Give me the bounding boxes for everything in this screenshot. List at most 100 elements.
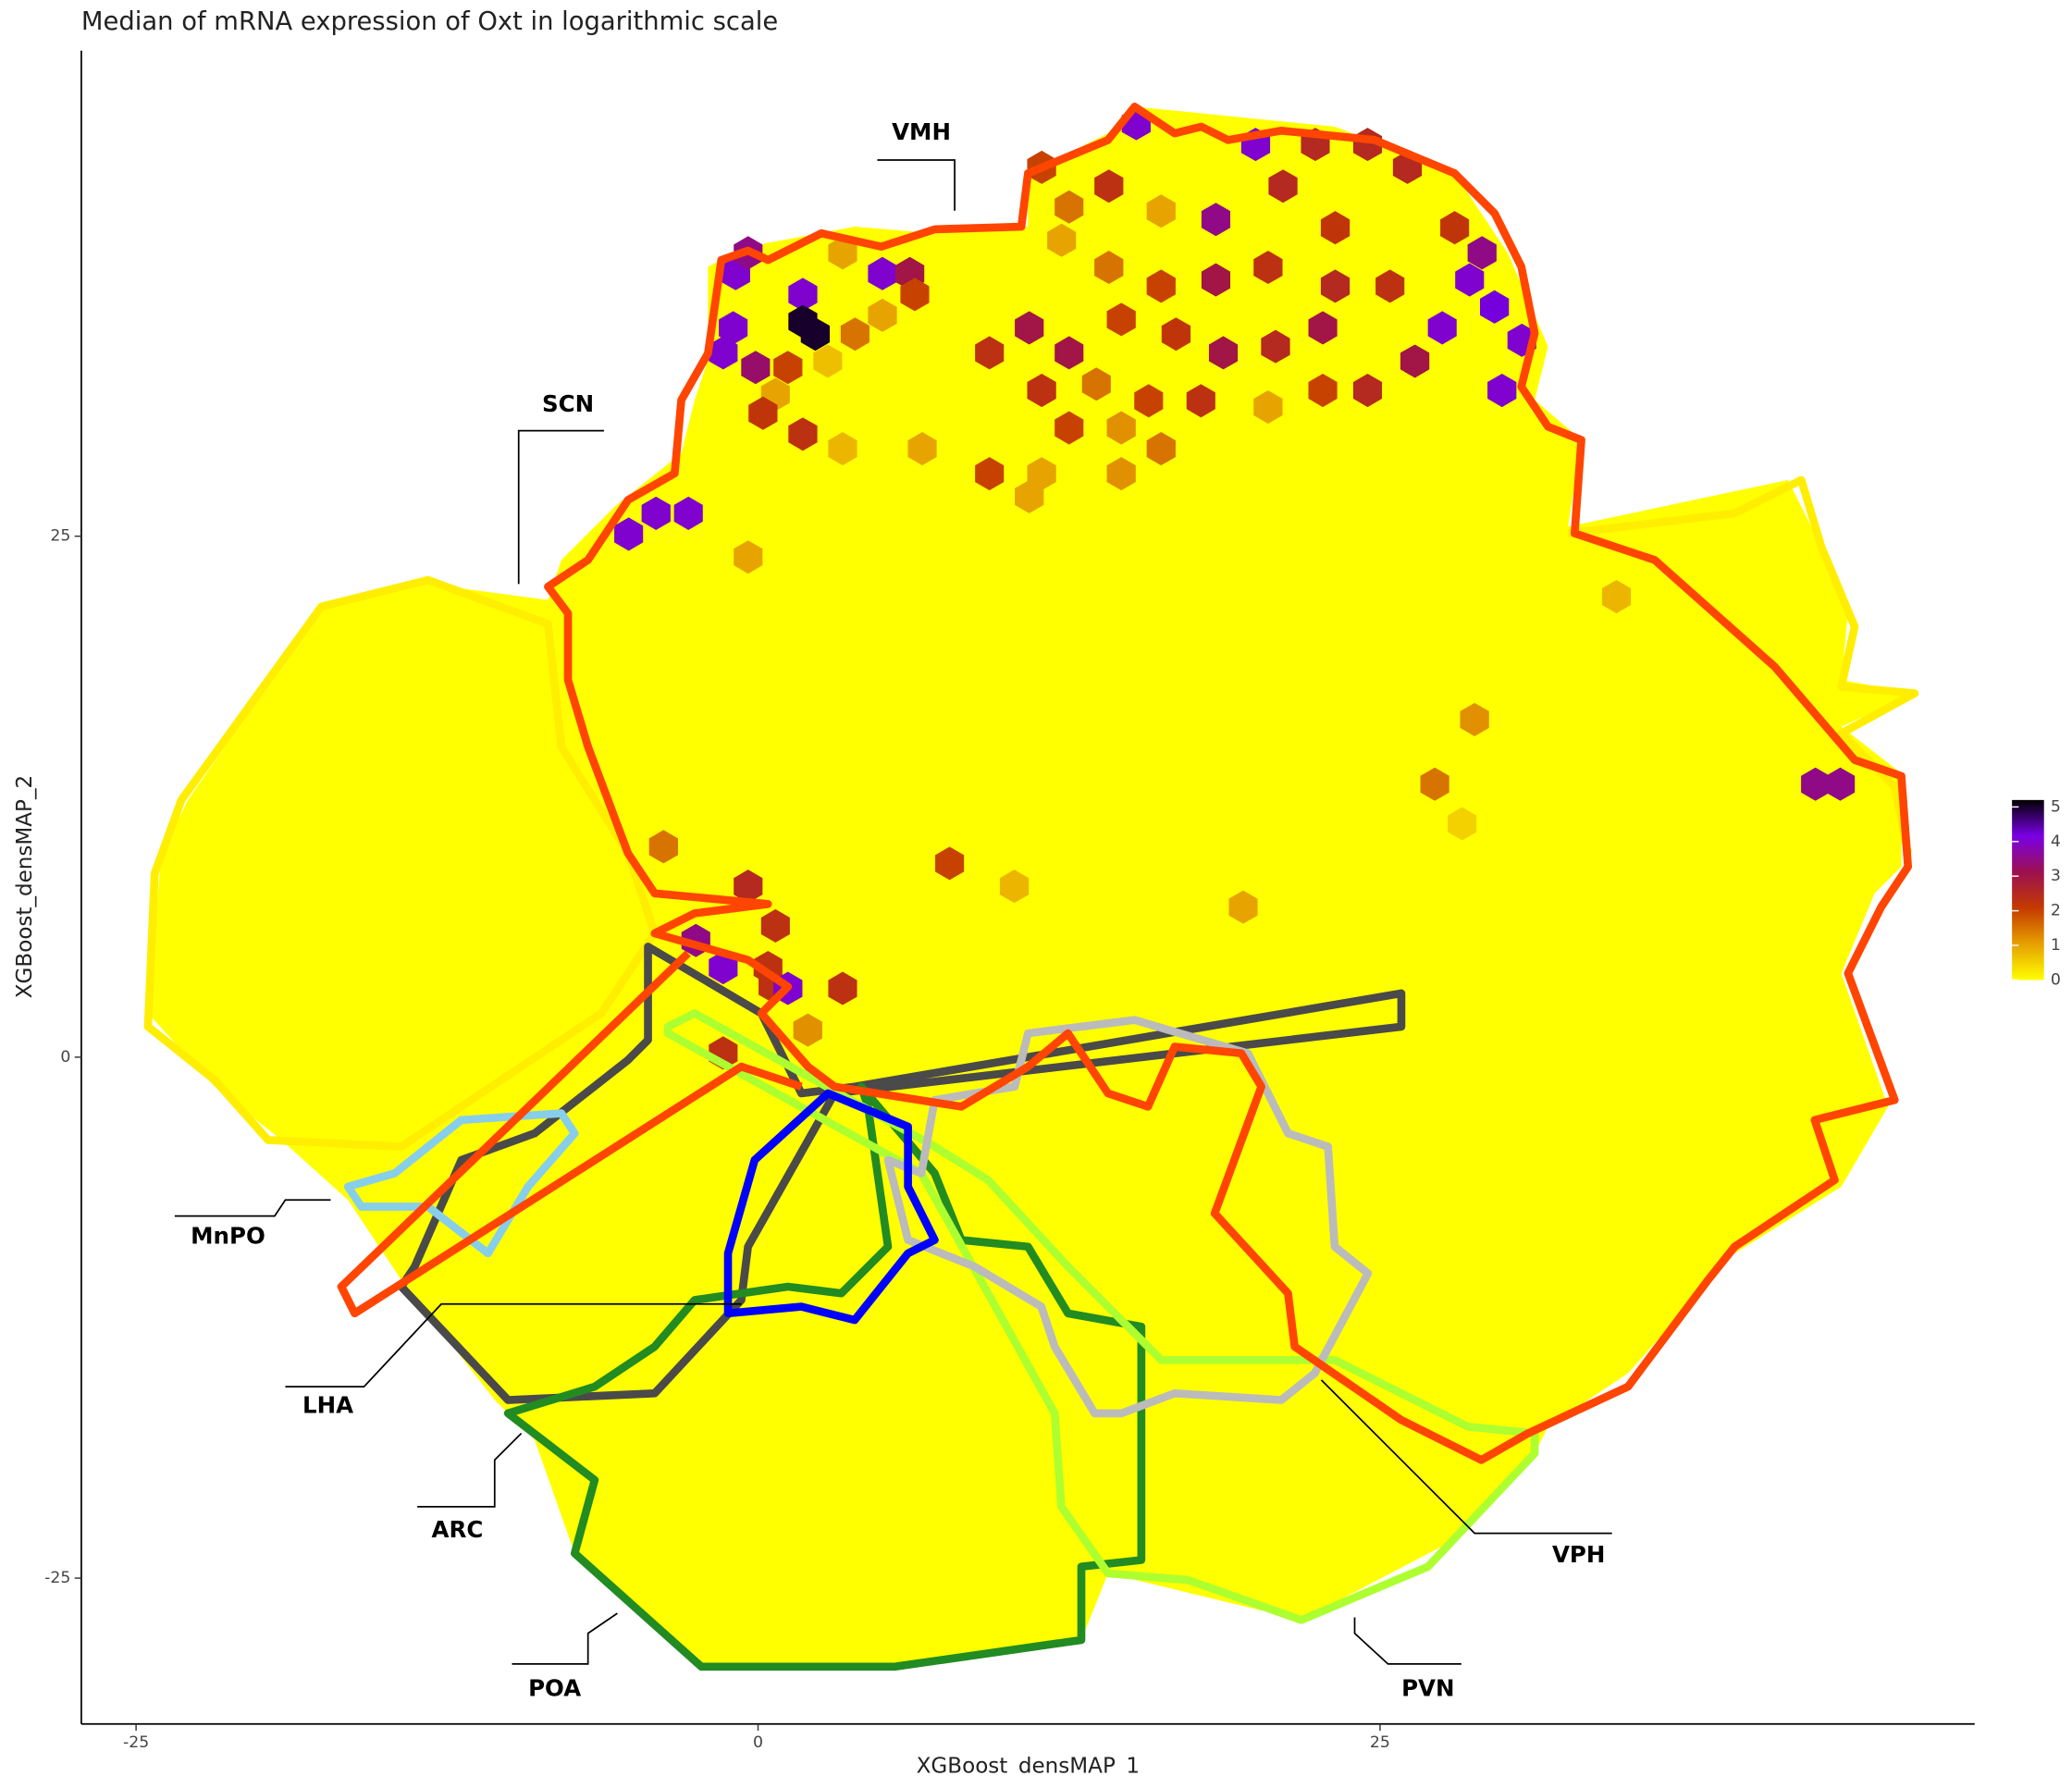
- colorbar-tick-label: 4: [2051, 832, 2061, 851]
- region-outline: [143, 475, 1919, 1151]
- hex-bin: [1308, 374, 1338, 408]
- y-tick-label: -25: [44, 1569, 70, 1587]
- hex-bin: [734, 870, 763, 904]
- hex-bin: [1106, 302, 1136, 337]
- callout-line: [174, 1199, 331, 1217]
- hex-bin: [1467, 236, 1497, 270]
- hex-bin: [1455, 263, 1485, 297]
- hex-bin: [1228, 890, 1258, 924]
- region-label: VPH: [1552, 1541, 1605, 1568]
- hex-bin: [1015, 479, 1044, 513]
- region-outlines: [143, 102, 1919, 1671]
- hex-bin: [1094, 250, 1124, 285]
- callout-line: [1320, 1379, 1612, 1535]
- hex-bin: [1027, 374, 1056, 408]
- hex-bin: [741, 351, 771, 385]
- hex-bin: [975, 336, 1005, 370]
- hex-bin: [1375, 269, 1405, 303]
- hex-bin: [1480, 290, 1510, 324]
- region-label: PVN: [1401, 1674, 1454, 1701]
- hex-bin: [868, 298, 897, 332]
- callout-line: [417, 1432, 523, 1508]
- hex-bin: [1106, 457, 1136, 491]
- hex-bin: [1352, 374, 1383, 408]
- region-outline: [503, 1082, 1146, 1671]
- hex-bin: [1601, 580, 1632, 614]
- colorbar-tick-label: 0: [2051, 970, 2061, 989]
- chart-title: Median of mRNA expression of Oxt in loga…: [81, 7, 778, 36]
- hex-bin: [800, 317, 831, 352]
- hex-bin: [828, 971, 857, 1005]
- region-outline: [663, 1009, 1539, 1624]
- hex-bin: [1320, 269, 1350, 303]
- callout-line: [1353, 1617, 1462, 1665]
- hex-bin: [828, 236, 857, 270]
- hex-bin: [1134, 384, 1164, 418]
- hex-bin: [1015, 311, 1044, 345]
- hex-bin: [907, 432, 937, 466]
- hex-bin: [975, 457, 1005, 491]
- y-axis-label: XGBoost_densMAP_2: [13, 775, 37, 998]
- hex-bin: [673, 496, 703, 530]
- hex-bin: [1094, 169, 1124, 204]
- hex-bin: [1161, 317, 1191, 352]
- hex-bin: [1261, 329, 1290, 364]
- callouts: [174, 159, 1612, 1665]
- callout-line: [517, 429, 604, 585]
- hex-bin: [1208, 336, 1239, 370]
- colorbar-tick-label: 5: [2051, 797, 2061, 816]
- hex-bin: [1081, 367, 1111, 401]
- hex-bin: [1106, 411, 1136, 445]
- region-outline: [723, 1089, 939, 1325]
- y-tick-label: 25: [50, 527, 70, 546]
- hex-bin: [1320, 211, 1350, 245]
- callout-line: [512, 1612, 618, 1665]
- hex-bin: [1146, 194, 1176, 228]
- hex-bin: [1146, 432, 1176, 466]
- hex-bin: [868, 256, 897, 290]
- x-tick-label: 0: [753, 1733, 763, 1752]
- hex-bin: [1253, 390, 1283, 425]
- hex-bin: [614, 517, 644, 551]
- hex-layer: [614, 106, 1856, 1070]
- region-label: MnPO: [191, 1223, 265, 1250]
- hex-bin: [828, 432, 857, 466]
- hex-bin: [813, 344, 843, 378]
- hex-bin: [1420, 767, 1449, 801]
- region-label: SCN: [542, 390, 594, 417]
- hex-bin: [900, 278, 930, 312]
- hex-bin: [773, 351, 803, 385]
- colorbar: [2012, 799, 2044, 980]
- hex-bin: [788, 278, 818, 312]
- x-tick-label: -25: [123, 1733, 149, 1752]
- hex-bin: [999, 870, 1030, 904]
- hex-bin: [1047, 223, 1077, 257]
- hex-bin: [1054, 190, 1084, 224]
- hex-bin: [1186, 384, 1215, 418]
- hex-bin: [1253, 250, 1283, 285]
- hex-bin: [1460, 702, 1489, 736]
- hex-bin: [1308, 311, 1338, 345]
- hex-bin: [793, 1013, 822, 1047]
- x-tick-label: 25: [1370, 1733, 1390, 1752]
- hex-bin: [734, 540, 763, 574]
- hex-bin: [1054, 411, 1084, 445]
- region-label: ARC: [432, 1516, 484, 1543]
- hex-bin: [1825, 767, 1856, 801]
- callout-line: [285, 1302, 742, 1388]
- region-label: VMH: [892, 118, 951, 145]
- hex-bin: [1268, 169, 1298, 204]
- hex-bin: [1400, 344, 1430, 378]
- hex-bin: [648, 830, 678, 864]
- hex-bin: [1201, 203, 1231, 237]
- hex-bin: [1427, 311, 1457, 345]
- colorbar-tick-label: 2: [2051, 902, 2061, 920]
- hex-bin: [1027, 457, 1056, 491]
- hex-bin: [1801, 767, 1831, 801]
- colorbar-tick-label: 1: [2051, 936, 2061, 955]
- hex-bin: [641, 496, 671, 530]
- region-label: POA: [528, 1674, 581, 1701]
- hex-bin: [1440, 211, 1470, 245]
- hex-bin: [1054, 336, 1084, 370]
